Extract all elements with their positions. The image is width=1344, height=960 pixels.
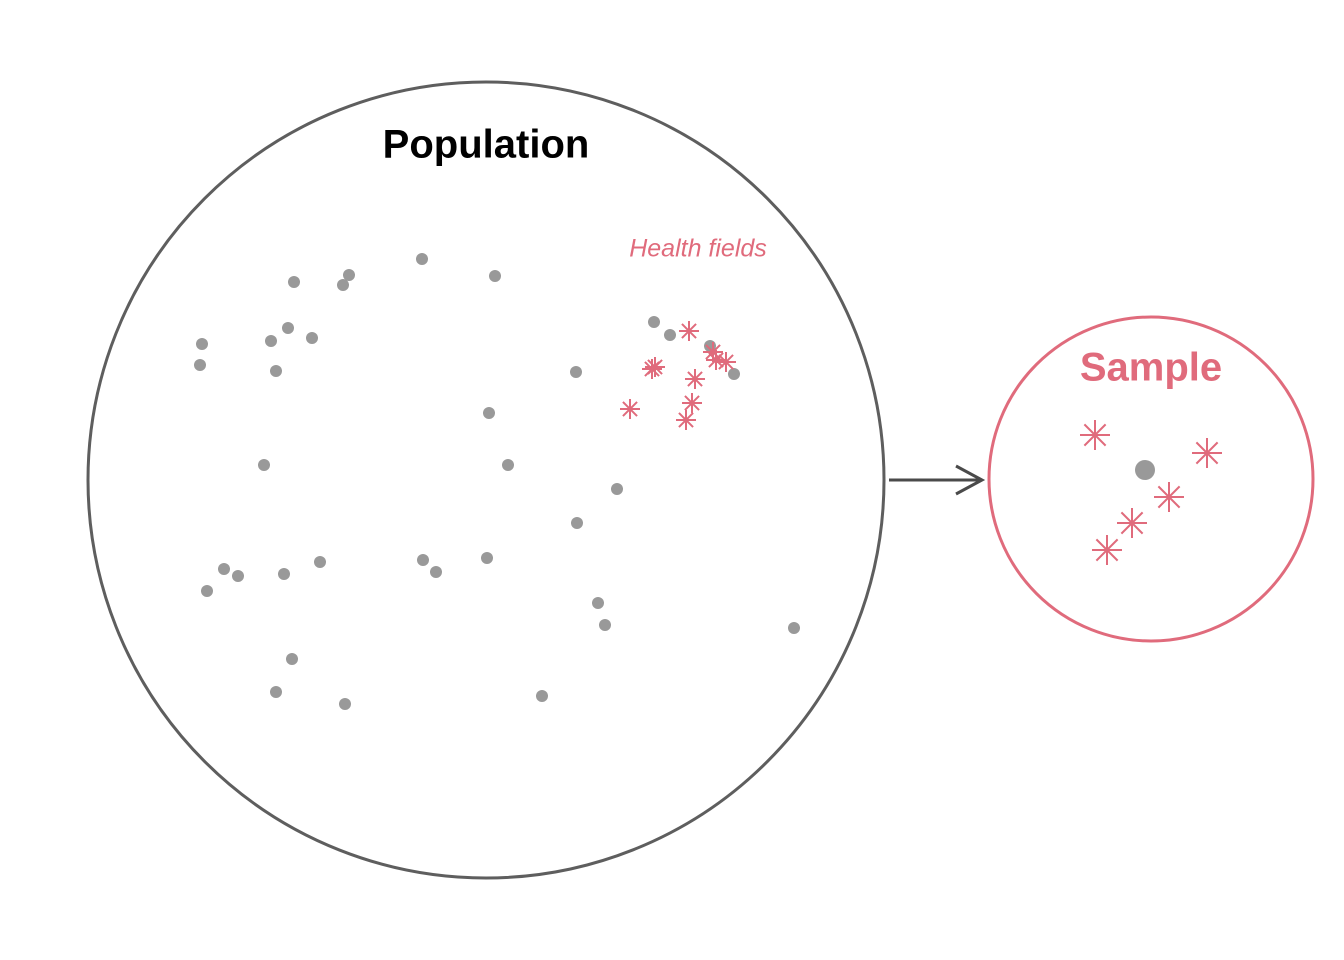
sample-dot [1135, 460, 1155, 480]
sample-star [1092, 535, 1122, 565]
population-dot [282, 322, 294, 334]
population-dot [481, 552, 493, 564]
population-dot [286, 653, 298, 665]
health-star [676, 410, 696, 430]
population-dot [571, 517, 583, 529]
health-star [685, 369, 705, 389]
population-dot [728, 368, 740, 380]
sample-star [1192, 438, 1222, 468]
population-dot [592, 597, 604, 609]
health-star [706, 350, 726, 370]
population-dot [306, 332, 318, 344]
sample-star [1117, 508, 1147, 538]
population-dot [194, 359, 206, 371]
population-dot [337, 279, 349, 291]
population-dot [314, 556, 326, 568]
population-dot [648, 316, 660, 328]
population-dot [288, 276, 300, 288]
population-dot [570, 366, 582, 378]
health-star [642, 359, 662, 379]
population-dot [218, 563, 230, 575]
health-star [682, 393, 702, 413]
population-dot [270, 365, 282, 377]
population-dot [430, 566, 442, 578]
health-star [620, 399, 640, 419]
population-dot [536, 690, 548, 702]
population-dot [339, 698, 351, 710]
population-dot [611, 483, 623, 495]
sample-title: Sample [1080, 346, 1222, 390]
population-circle [86, 80, 886, 880]
population-dot [417, 554, 429, 566]
health-star [679, 321, 699, 341]
population-dot [483, 407, 495, 419]
population-dot [502, 459, 514, 471]
population-dot [788, 622, 800, 634]
population-dot [278, 568, 290, 580]
population-title: Population [383, 123, 590, 167]
sample-star [1080, 420, 1110, 450]
group-label: Health fields [629, 235, 767, 263]
health-star [703, 342, 723, 362]
arrow [889, 464, 986, 496]
population-dot [416, 253, 428, 265]
population-dot [489, 270, 501, 282]
population-dot [270, 686, 282, 698]
population-dot [196, 338, 208, 350]
sample-circle [987, 315, 1315, 643]
marks [194, 253, 1222, 710]
population-dot [265, 335, 277, 347]
population-dot [599, 619, 611, 631]
population-dot [664, 329, 676, 341]
sample-star [1154, 482, 1184, 512]
population-dot [258, 459, 270, 471]
population-dot [232, 570, 244, 582]
health-star [716, 352, 736, 372]
population-dot [343, 269, 355, 281]
population-dot [201, 585, 213, 597]
arrow-head [955, 464, 986, 496]
